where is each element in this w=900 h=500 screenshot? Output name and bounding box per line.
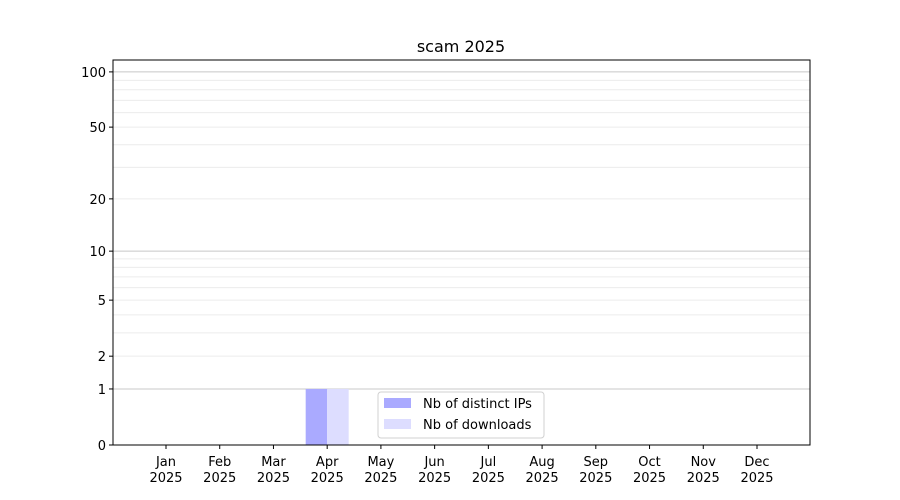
- y-tick-label: 1: [98, 383, 106, 398]
- x-tick-label: 2025: [633, 471, 666, 486]
- chart-title: scam 2025: [417, 37, 505, 56]
- legend: Nb of distinct IPs Nb of downloads: [377, 391, 545, 439]
- x-tick-label: Oct: [638, 455, 660, 470]
- y-tick-label: 50: [89, 121, 106, 136]
- x-tick-label: 2025: [472, 471, 505, 486]
- x-tick-label: 2025: [418, 471, 451, 486]
- y-tick-label: 20: [89, 193, 106, 208]
- x-tick-label: Feb: [208, 455, 231, 470]
- x-tick-label: Aug: [529, 455, 554, 470]
- bar-downloads: [327, 388, 349, 445]
- x-tick-label: 2025: [149, 471, 182, 486]
- plot-frame: [112, 59, 811, 446]
- x-tick-label: 2025: [203, 471, 236, 486]
- x-tick-label: Nov: [691, 455, 717, 470]
- legend-label: Nb of downloads: [423, 418, 532, 433]
- x-tick-label: May: [367, 455, 394, 470]
- x-tick-label: Jun: [423, 455, 444, 470]
- bar-distinct-ips: [305, 388, 328, 445]
- y-tick-label: 0: [98, 439, 106, 454]
- x-tick-label: 2025: [740, 471, 773, 486]
- y-tick-label: 5: [98, 294, 106, 309]
- legend-label: Nb of distinct IPs: [423, 397, 532, 412]
- x-tick-label: Mar: [261, 455, 286, 470]
- y-tick-label: 100: [81, 66, 106, 81]
- legend-swatch: [384, 419, 411, 429]
- y-tick-label: 2: [98, 350, 106, 365]
- legend-swatch: [384, 398, 411, 408]
- x-tick-label: Sep: [584, 455, 609, 470]
- x-tick-label: Jan: [155, 455, 176, 470]
- x-tick-label: 2025: [364, 471, 397, 486]
- x-tick-label: Apr: [316, 455, 339, 470]
- x-tick-label: Dec: [744, 455, 769, 470]
- y-tick-label: 10: [89, 245, 106, 260]
- x-tick-label: 2025: [311, 471, 344, 486]
- x-tick-label: 2025: [687, 471, 720, 486]
- x-tick-label: 2025: [257, 471, 290, 486]
- x-tick-label: 2025: [579, 471, 612, 486]
- legend-box: [377, 391, 545, 439]
- x-tick-label: Jul: [480, 455, 497, 470]
- x-tick-label: 2025: [526, 471, 559, 486]
